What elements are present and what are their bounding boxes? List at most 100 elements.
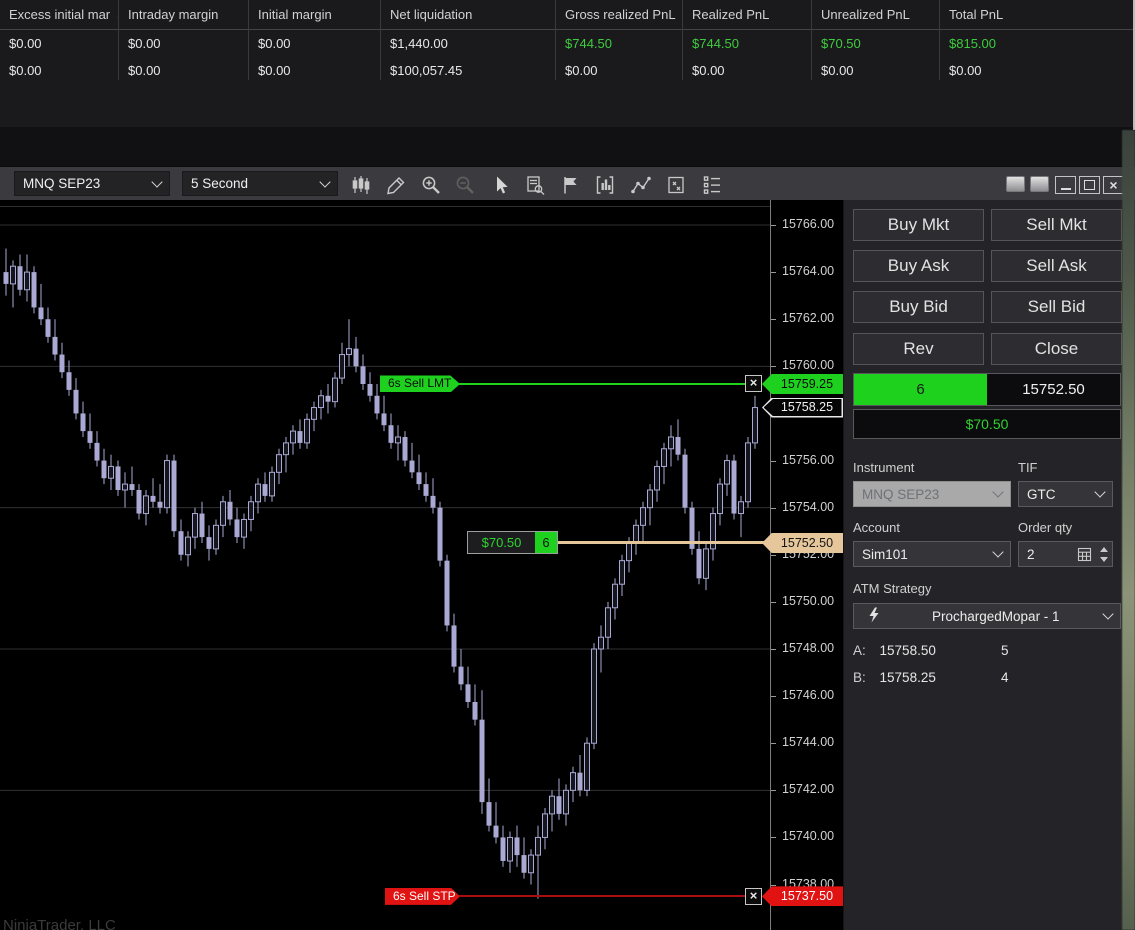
account-cell: $815.00	[949, 36, 996, 51]
account-cell: $0.00	[258, 63, 291, 78]
position-line[interactable]: $70.50 6 15752.50	[0, 530, 843, 555]
instrument-dropdown[interactable]: MNQ SEP23	[14, 171, 170, 196]
cancel-order-icon[interactable]: ×	[745, 887, 762, 905]
axis-tick	[771, 837, 776, 838]
zoom-in-icon[interactable]	[418, 172, 444, 197]
indicators-icon[interactable]	[592, 172, 618, 197]
interval-link-button[interactable]	[1030, 176, 1049, 192]
account-column: Initial margin $0.00 $0.00	[249, 0, 381, 80]
account-column: Realized PnL $744.50 $0.00	[683, 0, 812, 80]
chart-trader-panel: Buy Mkt Sell Mkt Buy Ask Sell Ask Buy Bi…	[843, 200, 1122, 930]
sell-stop-order-line-bar[interactable]	[459, 895, 746, 898]
panel-instrument-value: MNQ SEP23	[862, 486, 940, 502]
order-qty-field[interactable]: 2	[1018, 541, 1113, 567]
account-column: Total PnL $815.00 $0.00	[940, 0, 1135, 80]
data-box-icon[interactable]	[522, 172, 548, 197]
atm-target-b-row: B: 15758.25 4	[853, 670, 1113, 685]
position-line-bar	[558, 541, 766, 545]
column-header-initial-margin[interactable]: Initial margin	[249, 0, 380, 30]
sell-limit-order-line-bar[interactable]	[459, 382, 746, 385]
account-cell: $0.00	[949, 63, 982, 78]
column-header-net-liquidation[interactable]: Net liquidation	[381, 0, 555, 30]
candles-icon[interactable]	[348, 172, 374, 197]
reverse-button[interactable]: Rev	[853, 333, 984, 365]
column-header-label: Gross realized PnL	[565, 7, 676, 22]
atm-row-price: 15758.25	[879, 670, 936, 685]
sell-limit-order-label[interactable]: 6s Sell LMT	[380, 375, 460, 393]
account-cell: $0.00	[9, 36, 42, 51]
instrument-link-button[interactable]	[1006, 176, 1025, 192]
axis-tick	[771, 508, 776, 509]
axis-price-label: 15746.00	[782, 688, 835, 702]
qty-spinner[interactable]	[1097, 544, 1110, 564]
account-label: Account	[853, 520, 900, 535]
account-column: Excess initial mar ▲ $0.00 $0.00	[0, 0, 119, 80]
calculator-icon[interactable]	[1077, 547, 1092, 565]
close-button[interactable]: ×	[1103, 176, 1124, 194]
atm-strategy-value: ProchargedMopar - 1	[932, 608, 1060, 624]
account-table-columns: Excess initial mar▲ $0.00 $0.00 Intraday ma…	[0, 0, 1135, 118]
axis-tick	[771, 366, 776, 367]
sell-limit-order-line[interactable]: 6s Sell LMT × 15759.25	[0, 373, 843, 394]
account-column: Unrealized PnL $70.50 $0.00	[812, 0, 940, 80]
chart-trader-icon[interactable]	[557, 172, 583, 197]
spinner-down-icon[interactable]	[1099, 556, 1108, 562]
buy-mkt-button[interactable]: Buy Mkt	[853, 209, 984, 241]
axis-tick	[771, 885, 776, 886]
data-series-icon[interactable]	[699, 172, 725, 197]
sell-mkt-button[interactable]: Sell Mkt	[991, 209, 1122, 241]
chevron-down-icon	[151, 175, 163, 188]
column-header-intraday-margin[interactable]: Intraday margin	[119, 0, 248, 30]
ninjatrader-watermark: NinjaTrader, LLC	[3, 917, 116, 930]
draw-icon[interactable]	[383, 172, 409, 197]
candlestick-plot[interactable]	[0, 200, 770, 930]
account-cell: $0.00	[128, 63, 161, 78]
sell-ask-button[interactable]: Sell Ask	[991, 250, 1122, 282]
buy-ask-button[interactable]: Buy Ask	[853, 250, 984, 282]
sell-stop-order-label[interactable]: 6s Sell STP	[385, 887, 460, 905]
minimize-button[interactable]	[1055, 176, 1076, 194]
chevron-down-icon	[319, 175, 331, 188]
atm-strategy-dropdown[interactable]: ProchargedMopar - 1	[853, 603, 1121, 629]
account-cell: $744.50	[692, 36, 739, 51]
axis-price-label: 15766.00	[782, 217, 835, 231]
close-position-button[interactable]: Close	[991, 333, 1122, 365]
cancel-order-icon[interactable]: ×	[745, 375, 762, 393]
atm-row-price: 15758.50	[879, 643, 936, 658]
column-header-excess-initial-mar[interactable]: Excess initial mar ▲	[0, 0, 118, 30]
sort-arrow-icon: ▲	[116, 0, 118, 29]
zoom-out-icon[interactable]	[452, 172, 478, 197]
column-header-total-pnl[interactable]: Total PnL	[940, 0, 1135, 30]
sell-limit-price-tag: 15759.25	[762, 373, 843, 394]
axis-tick	[771, 696, 776, 697]
column-header-gross-realized-pnl[interactable]: Gross realized PnL	[556, 0, 682, 30]
chart-area[interactable]: 15766.0015764.0015762.0015760.0015758.00…	[0, 200, 843, 930]
position-marker-box: $70.50 6	[467, 530, 558, 554]
atm-row-qty: 5	[1001, 643, 1009, 658]
interval-dropdown[interactable]: 5 Second	[182, 171, 338, 196]
panel-instrument-dropdown[interactable]: MNQ SEP23	[853, 481, 1011, 507]
position-pnl: $70.50	[468, 531, 535, 553]
sell-bid-button[interactable]: Sell Bid	[991, 291, 1122, 323]
atm-row-qty: 4	[1001, 670, 1009, 685]
maximize-button[interactable]	[1079, 176, 1100, 194]
price-axis[interactable]: 15766.0015764.0015762.0015760.0015758.00…	[770, 200, 843, 930]
account-value: Sim101	[862, 546, 908, 562]
maximize-icon	[1084, 180, 1095, 190]
account-cell: $0.00	[692, 63, 725, 78]
column-header-unrealized-pnl[interactable]: Unrealized PnL	[812, 0, 939, 30]
tif-dropdown[interactable]: GTC	[1018, 481, 1113, 507]
cursor-icon[interactable]	[487, 172, 513, 197]
spinner-up-icon[interactable]	[1099, 546, 1108, 552]
account-cell: $0.00	[9, 63, 42, 78]
column-header-realized-pnl[interactable]: Realized PnL	[683, 0, 811, 30]
axis-price-label: 15760.00	[782, 358, 835, 372]
drawing-tools-icon[interactable]	[628, 172, 654, 197]
strategies-icon[interactable]	[663, 172, 689, 197]
axis-tick	[771, 743, 776, 744]
buy-bid-button[interactable]: Buy Bid	[853, 291, 984, 323]
lightning-bolt-icon	[868, 607, 880, 626]
account-dropdown[interactable]: Sim101	[853, 541, 1011, 567]
sell-stop-order-line[interactable]: 6s Sell STP × 15737.50	[0, 886, 843, 907]
